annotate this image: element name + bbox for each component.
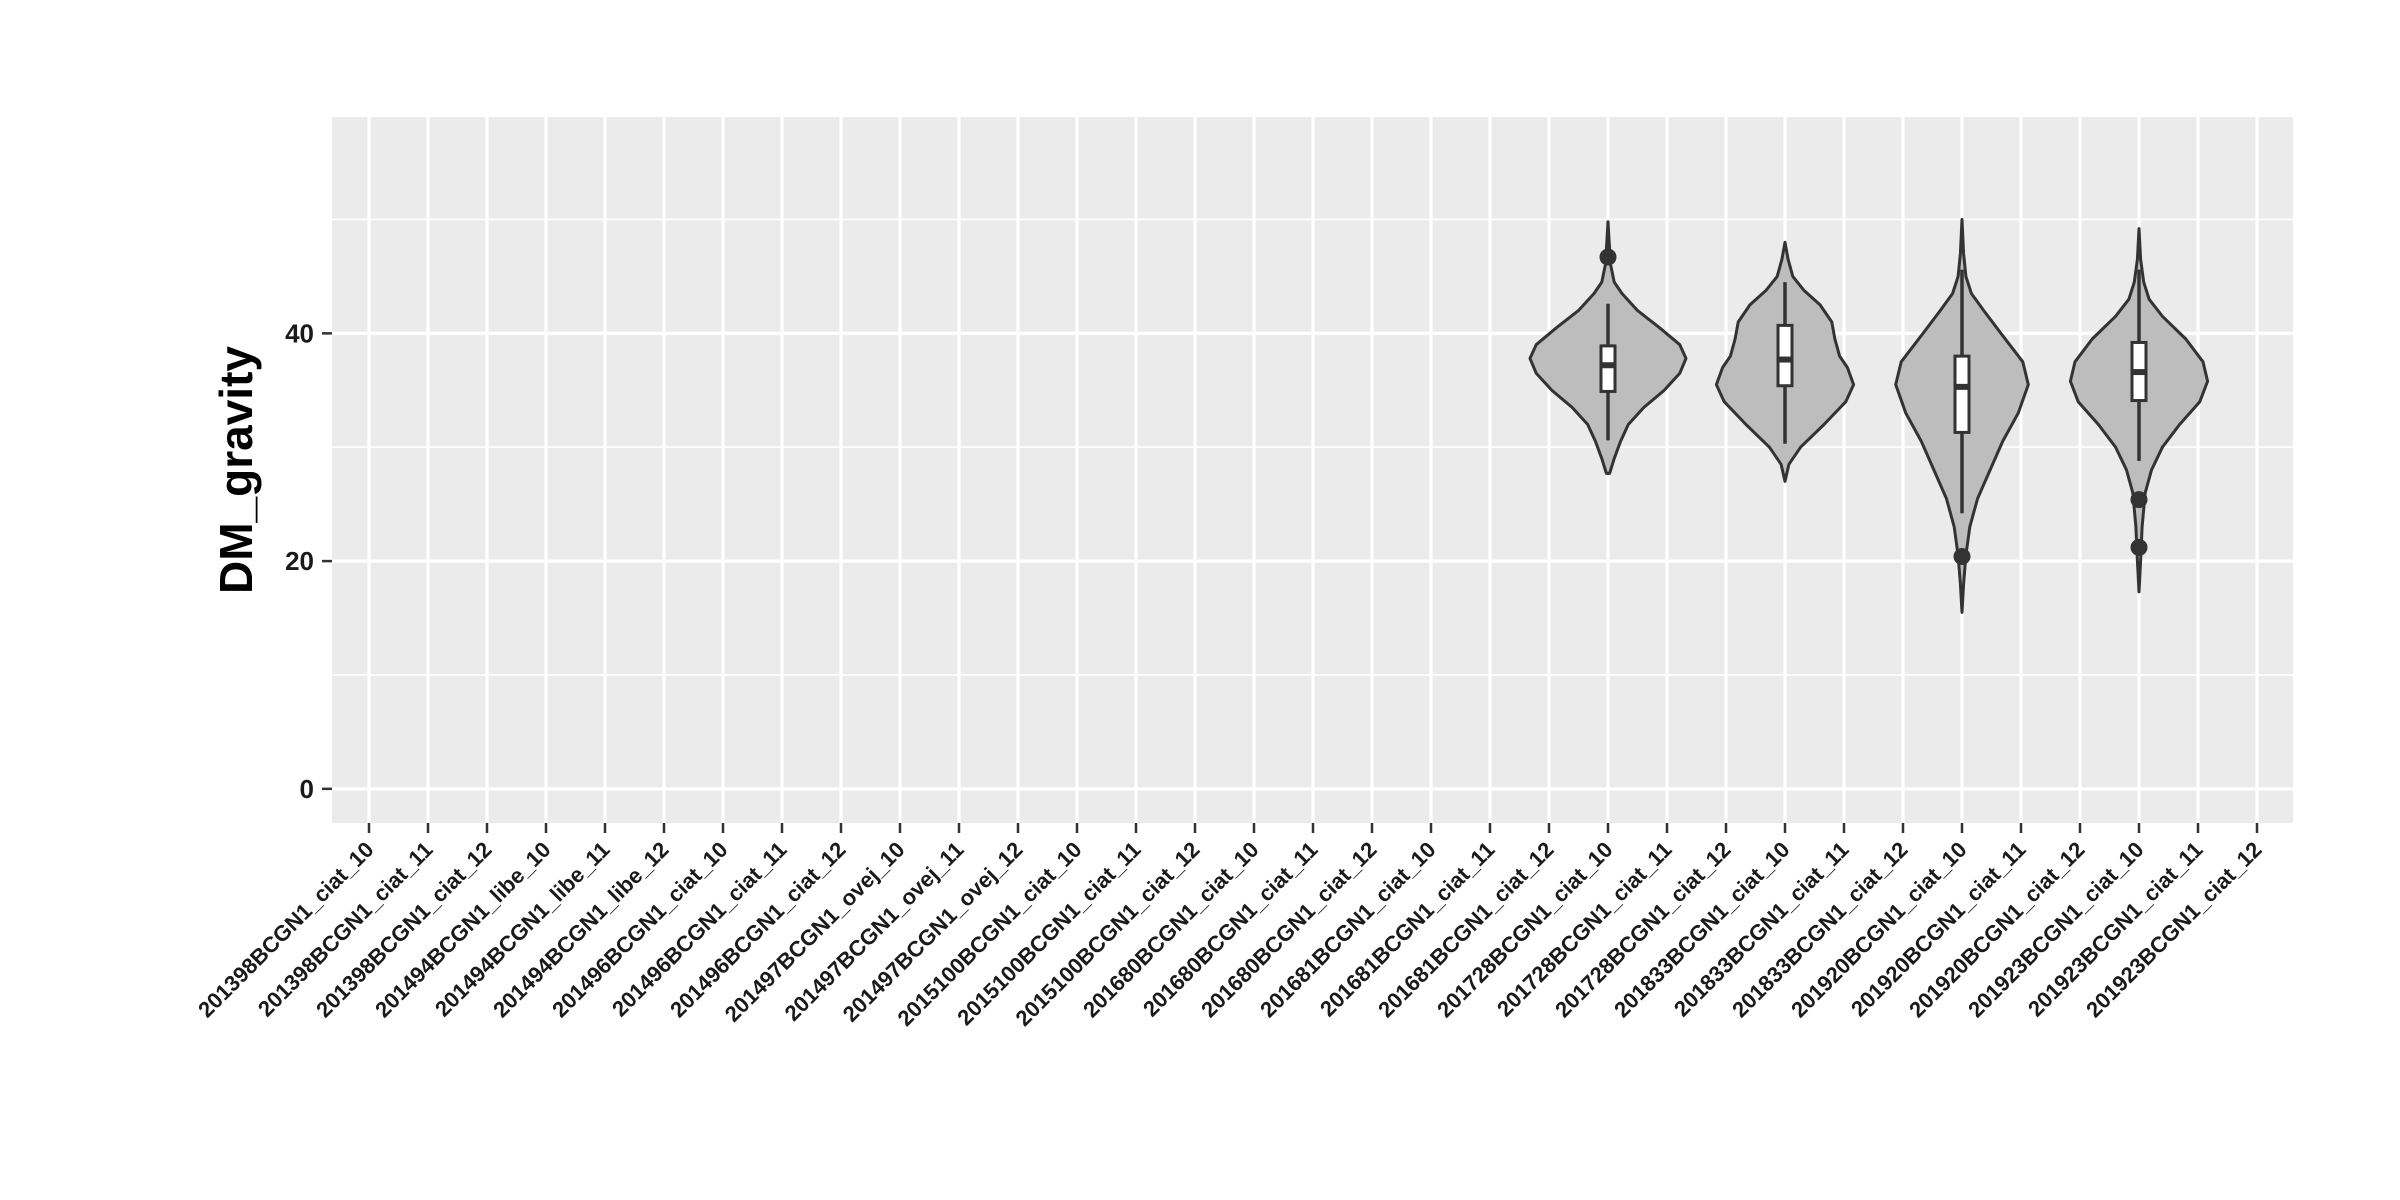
- box: [1953, 354, 1971, 434]
- outlier-point: [2130, 491, 2148, 509]
- y-axis-label: DM_gravity: [210, 346, 262, 594]
- y-tick-label: 0: [300, 774, 314, 804]
- grid-lines: [332, 117, 2293, 823]
- violins-layer: [1528, 218, 2210, 614]
- box: [1776, 323, 1794, 388]
- box: [1599, 344, 1617, 393]
- y-tick-label: 40: [285, 318, 314, 348]
- outlier-point: [1599, 248, 1617, 266]
- x-axis: 201398BCGN1_ciat_10201398BCGN1_ciat_1120…: [193, 823, 2267, 1031]
- outlier-point: [2130, 538, 2148, 556]
- outlier-point: [1953, 548, 1971, 566]
- y-axis: 0 20 40: [285, 318, 332, 804]
- y-tick-label: 20: [285, 546, 314, 576]
